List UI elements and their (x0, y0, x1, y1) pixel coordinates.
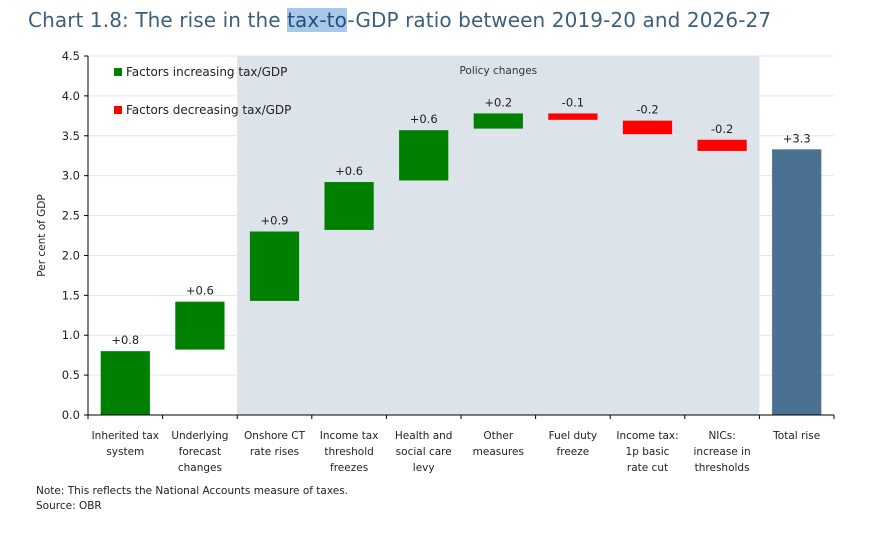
x-tick-label-line: Other (483, 430, 513, 442)
title-highlight: tax-to (287, 8, 348, 32)
y-tick-label: 1.5 (62, 288, 80, 302)
x-tick-label-line: changes (178, 462, 222, 474)
y-tick-label: 3.0 (62, 169, 80, 183)
x-tick-label-line: thresholds (695, 462, 750, 474)
x-tick-label-line: 1p basic (626, 446, 670, 458)
x-tick-label: Health and social care levy (395, 430, 453, 474)
x-tick-label-line: rate cut (627, 462, 668, 474)
x-tick-label: Fuel duty freeze (549, 430, 598, 458)
x-tick-label-line: system (106, 446, 144, 458)
x-tick-label-line: freezes (330, 462, 368, 474)
data-label: +0.9 (261, 214, 289, 228)
y-tick-label: 2.5 (62, 209, 80, 223)
x-tick-label: Inherited tax system (92, 430, 159, 458)
x-tick-label-line: levy (413, 462, 435, 474)
bar-increase (100, 351, 150, 415)
legend-label-increase: Factors increasing tax/GDP (126, 65, 287, 79)
x-tick-label-line: Inherited tax (92, 430, 159, 442)
y-tick-label: 3.5 (62, 129, 80, 143)
y-tick-label: 0.5 (62, 368, 80, 382)
x-tick-label-line: forecast (179, 446, 221, 458)
legend-swatch-decrease (114, 106, 122, 114)
data-label: -0.1 (562, 95, 584, 109)
y-tick-label: 2.0 (62, 248, 80, 262)
bar-increase (473, 113, 523, 129)
bar-decrease (548, 113, 598, 120)
y-tick-label: 4.0 (62, 89, 80, 103)
x-tick-label-line: threshold (324, 446, 373, 458)
title-suffix: -GDP ratio between 2019-20 and 2026-27 (347, 8, 772, 32)
data-label: +3.3 (783, 131, 811, 145)
x-tick-label-line: Underlying (171, 430, 228, 442)
legend-label-decrease: Factors decreasing tax/GDP (126, 103, 291, 117)
data-label: +0.6 (186, 284, 214, 298)
x-tick-label-line: freeze (557, 446, 590, 458)
data-label: +0.8 (111, 333, 139, 347)
chart-title: Chart 1.8: The rise in the tax-to-GDP ra… (28, 8, 771, 32)
bar-increase (249, 231, 300, 301)
x-tick-label: Other measures (473, 430, 524, 458)
x-tick-label: Income tax threshold freezes (320, 430, 379, 474)
chart-note: Note: This reflects the National Account… (36, 485, 349, 497)
data-label: +0.6 (335, 164, 363, 178)
data-label: +0.6 (410, 112, 438, 126)
x-tick-label: Total rise (772, 430, 820, 442)
x-tick-label-line: rate rises (250, 446, 299, 458)
bar-increase (399, 130, 449, 181)
y-tick-label: 0.0 (62, 408, 80, 422)
x-tick-label: NICs: increase in thresholds (694, 430, 751, 474)
policy-changes-label: Policy changes (459, 65, 537, 77)
data-label: -0.2 (711, 122, 733, 136)
bar-increase (175, 301, 225, 350)
x-tick-label-line: increase in (694, 446, 751, 458)
x-tick-label-line: Fuel duty (549, 430, 598, 442)
x-tick-label-line: NICs: (708, 430, 735, 442)
title-prefix: Chart 1.8: The rise in the (28, 8, 288, 32)
x-tick-label-line: Income tax: (616, 430, 678, 442)
x-tick-label: Income tax: 1p basic rate cut (616, 430, 678, 474)
data-label: -0.2 (636, 103, 658, 117)
x-tick-label-line: social care (396, 446, 452, 458)
y-tick-label: 1.0 (62, 328, 80, 342)
data-label: +0.2 (484, 95, 512, 109)
x-tick-label-line: measures (473, 446, 524, 458)
y-axis-title: Per cent of GDP (36, 194, 48, 276)
x-tick-label-line: Health and (395, 430, 453, 442)
waterfall-chart: Policy changes 0.0 0.5 1.0 1.5 2.0 2.5 3.0 3.5 4… (36, 49, 835, 474)
bar-decrease (697, 139, 747, 151)
legend-swatch-increase (114, 68, 122, 76)
x-tick-label: Underlying forecast changes (171, 430, 228, 474)
x-tick-label: Onshore CT rate rises (244, 430, 306, 458)
chart-source: Source: OBR (36, 500, 102, 512)
x-tick-label-line: Onshore CT (244, 430, 306, 442)
bar-total (772, 149, 822, 415)
bar-increase (324, 182, 374, 230)
y-tick-label: 4.5 (62, 49, 80, 63)
policy-changes-band (237, 56, 760, 415)
x-tick-label-line: Total rise (772, 430, 820, 442)
x-tick-label-line: Income tax (320, 430, 379, 442)
bar-decrease (622, 120, 673, 135)
